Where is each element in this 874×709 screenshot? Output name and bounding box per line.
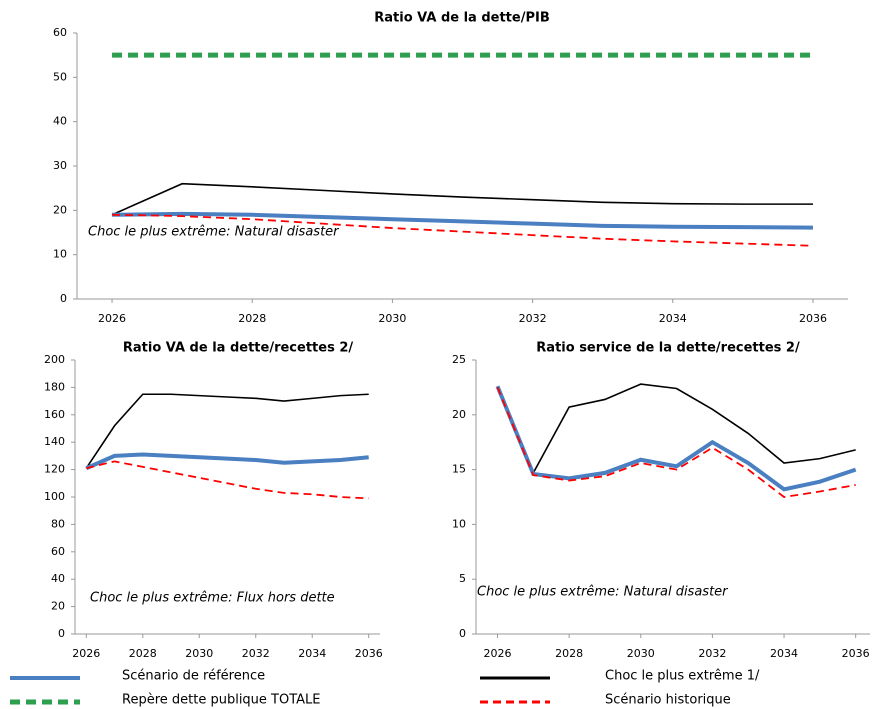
series-line bbox=[86, 460, 369, 500]
series-line bbox=[495, 385, 857, 492]
y-tick-label: 180 bbox=[44, 380, 65, 393]
y-tick-label: 10 bbox=[452, 517, 466, 530]
x-tick-label: 2030 bbox=[627, 647, 655, 660]
x-tick-label: 2030 bbox=[378, 312, 406, 325]
x-tick-label: 2026 bbox=[483, 647, 511, 660]
x-tick-label: 2028 bbox=[238, 312, 266, 325]
annotation: Choc le plus extrême: Natural disaster bbox=[477, 585, 729, 600]
x-tick-label: 2026 bbox=[72, 647, 100, 660]
y-tick-label: 20 bbox=[51, 600, 65, 613]
y-tick-label: 0 bbox=[58, 627, 65, 640]
x-tick-label: 2034 bbox=[770, 647, 798, 660]
y-tick-label: 15 bbox=[452, 463, 466, 476]
series-line bbox=[111, 182, 813, 216]
series-line bbox=[85, 393, 369, 469]
chart-title: Ratio service de la dette/recettes 2/ bbox=[536, 341, 800, 356]
y-tick-label: 40 bbox=[53, 115, 67, 128]
y-tick-label: 20 bbox=[452, 408, 466, 421]
y-tick-label: 160 bbox=[44, 408, 65, 421]
legend-label: Scénario de référence bbox=[122, 669, 265, 684]
annotation: Choc le plus extrême: Flux hors dette bbox=[90, 591, 335, 606]
x-tick-label: 2032 bbox=[242, 647, 270, 660]
y-tick-label: 20 bbox=[53, 203, 67, 216]
y-tick-label: 100 bbox=[44, 490, 65, 503]
x-tick-label: 2026 bbox=[98, 312, 126, 325]
x-tick-label: 2032 bbox=[519, 312, 547, 325]
y-tick-label: 5 bbox=[459, 572, 466, 585]
legend-label: Choc le plus extrême 1/ bbox=[605, 669, 760, 684]
series-line bbox=[112, 211, 813, 230]
x-tick-label: 2034 bbox=[659, 312, 687, 325]
y-tick-label: 60 bbox=[53, 26, 67, 39]
y-tick-label: 0 bbox=[459, 627, 466, 640]
series-line bbox=[85, 452, 369, 471]
y-tick-label: 40 bbox=[51, 572, 65, 585]
x-tick-label: 2032 bbox=[698, 647, 726, 660]
y-tick-label: 80 bbox=[51, 517, 65, 530]
x-tick-label: 2036 bbox=[355, 647, 383, 660]
y-tick-label: 120 bbox=[44, 463, 65, 476]
annotation: Choc le plus extrême: Natural disaster bbox=[88, 225, 340, 240]
series-line bbox=[496, 383, 856, 475]
y-tick-label: 140 bbox=[44, 435, 65, 448]
y-tick-label: 0 bbox=[60, 292, 67, 305]
x-tick-label: 2036 bbox=[842, 647, 870, 660]
chart-title: Ratio VA de la dette/recettes 2/ bbox=[123, 341, 354, 356]
y-tick-label: 50 bbox=[53, 70, 67, 83]
legend-label: Scénario historique bbox=[605, 693, 731, 708]
series-line bbox=[496, 387, 856, 498]
legend-label: Repère dette publique TOTALE bbox=[122, 693, 321, 708]
x-tick-label: 2036 bbox=[799, 312, 827, 325]
y-tick-label: 10 bbox=[53, 248, 67, 261]
x-tick-label: 2028 bbox=[129, 647, 157, 660]
y-tick-label: 30 bbox=[53, 159, 67, 172]
x-tick-label: 2028 bbox=[555, 647, 583, 660]
chart-title: Ratio VA de la dette/PIB bbox=[374, 11, 549, 26]
y-tick-label: 200 bbox=[44, 353, 65, 366]
x-tick-label: 2030 bbox=[185, 647, 213, 660]
y-tick-label: 60 bbox=[51, 545, 65, 558]
x-tick-label: 2034 bbox=[298, 647, 326, 660]
y-tick-label: 25 bbox=[452, 353, 466, 366]
